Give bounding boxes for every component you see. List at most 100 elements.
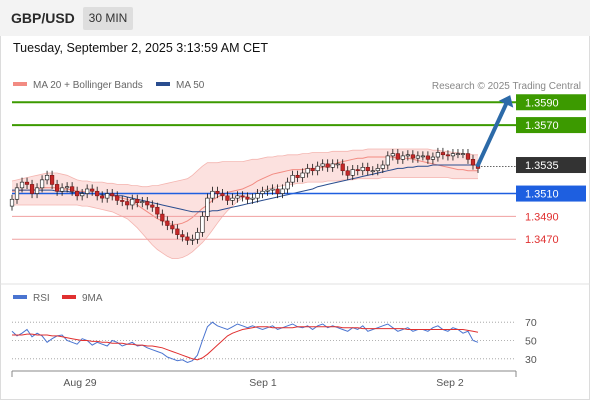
bull-candle (60, 187, 65, 192)
bear-candle (75, 190, 80, 197)
bear-candle (275, 188, 280, 194)
legend-bollinger: MA 20 + Bollinger Bands (13, 80, 143, 91)
rsi-tick-label: 30 (525, 354, 537, 366)
bull-candle (260, 190, 265, 194)
support-level-tag (516, 185, 586, 202)
bull-candle (9, 198, 15, 207)
bull-candle (230, 197, 235, 201)
datetime-label: Tuesday, September 2, 2025 3:13:59 AM CE… (13, 41, 269, 55)
bear-candle (340, 163, 345, 172)
rsi-ma-line (12, 326, 479, 361)
legend-rsi: RSI (13, 293, 50, 304)
bear-candle (365, 167, 370, 172)
current-price-tag (516, 157, 586, 174)
bear-candle (49, 174, 55, 185)
legend-ma50-label: MA 50 (176, 80, 205, 91)
x-tick-label: Aug 29 (63, 377, 96, 389)
bear-candle (220, 193, 225, 197)
bull-candle (450, 153, 456, 157)
copyright-label: Research © 2025 Trading Central (431, 81, 581, 92)
bull-candle (255, 193, 260, 199)
bull-candle (305, 168, 310, 174)
bull-candle (390, 153, 395, 157)
bull-candle (19, 181, 25, 189)
bull-candle (140, 201, 145, 203)
forecast-arrow-head (498, 95, 514, 108)
bull-candle (44, 174, 50, 181)
x-tick-label: Sep 1 (249, 377, 277, 389)
bull-candle (430, 156, 436, 160)
bull-candle (315, 165, 320, 172)
bear-candle (24, 181, 30, 185)
bear-candle (150, 204, 155, 208)
legend-rsi-ma-swatch (62, 295, 76, 300)
bull-candle (400, 155, 405, 160)
bear-candle (240, 195, 245, 198)
bear-candle (155, 206, 160, 215)
bull-candle (300, 172, 305, 178)
bear-candle (165, 220, 170, 226)
legend-ma50-swatch (156, 82, 170, 87)
bear-candle (425, 155, 430, 160)
bear-candle (245, 196, 250, 200)
bear-candle (115, 195, 120, 201)
legend-rsi-ma: 9MA (62, 293, 103, 304)
bull-candle (250, 197, 255, 200)
bull-candle (280, 188, 285, 194)
bull-candle (435, 152, 441, 158)
bull-candle (320, 163, 325, 167)
bear-candle (170, 225, 175, 230)
bear-candle (325, 163, 330, 168)
bull-candle (460, 153, 466, 155)
bear-candle (110, 193, 115, 197)
bollinger-upper-line (11, 148, 478, 188)
bull-candle (34, 187, 40, 194)
bull-candle (80, 193, 85, 197)
bear-candle (180, 234, 185, 238)
legend-rsi-ma-label: 9MA (82, 293, 103, 304)
bear-candle (70, 186, 75, 192)
bollinger-lower-line (12, 177, 478, 259)
bear-candle (410, 154, 415, 159)
bull-candle (65, 186, 70, 189)
rsi-tick-label: 70 (525, 317, 537, 329)
target-level-label: 1.3590 (525, 97, 559, 109)
legend-bollinger-label: MA 20 + Bollinger Bands (33, 80, 143, 91)
timeframe-button[interactable]: 30 MIN (83, 7, 133, 30)
symbol-label: GBP/USD (11, 10, 75, 26)
bear-candle (470, 159, 476, 166)
bear-candle (345, 170, 350, 176)
bear-candle (175, 228, 180, 235)
bear-candle (355, 169, 360, 172)
bull-candle (350, 169, 355, 176)
bear-candle (145, 201, 150, 206)
bull-candle (330, 163, 335, 168)
bear-candle (54, 184, 60, 192)
bull-candle (420, 155, 425, 158)
bear-candle (29, 184, 35, 194)
bear-candle (440, 152, 446, 156)
bull-candle (105, 193, 110, 199)
bull-candle (270, 188, 275, 191)
rsi-tick-label: 50 (525, 336, 537, 348)
bull-candle (290, 174, 295, 183)
bear-candle (125, 201, 130, 206)
bear-candle (465, 153, 471, 160)
bull-candle (380, 164, 385, 169)
legend-rsi-label: RSI (33, 293, 50, 304)
rsi-line (11, 321, 479, 364)
x-tick-label: Sep 2 (436, 377, 464, 389)
bear-candle (135, 198, 140, 203)
bear-candle (95, 190, 100, 197)
bull-candle (285, 181, 290, 190)
bull-candle (205, 197, 210, 217)
red-level-label: 1.3470 (525, 234, 559, 246)
bull-candle (39, 179, 45, 189)
bear-candle (185, 236, 190, 241)
bull-candle (210, 190, 215, 199)
bear-candle (160, 213, 165, 222)
chart-header: GBP/USD 30 MIN (0, 0, 590, 36)
bear-candle (90, 188, 95, 192)
bear-candle (215, 190, 220, 194)
